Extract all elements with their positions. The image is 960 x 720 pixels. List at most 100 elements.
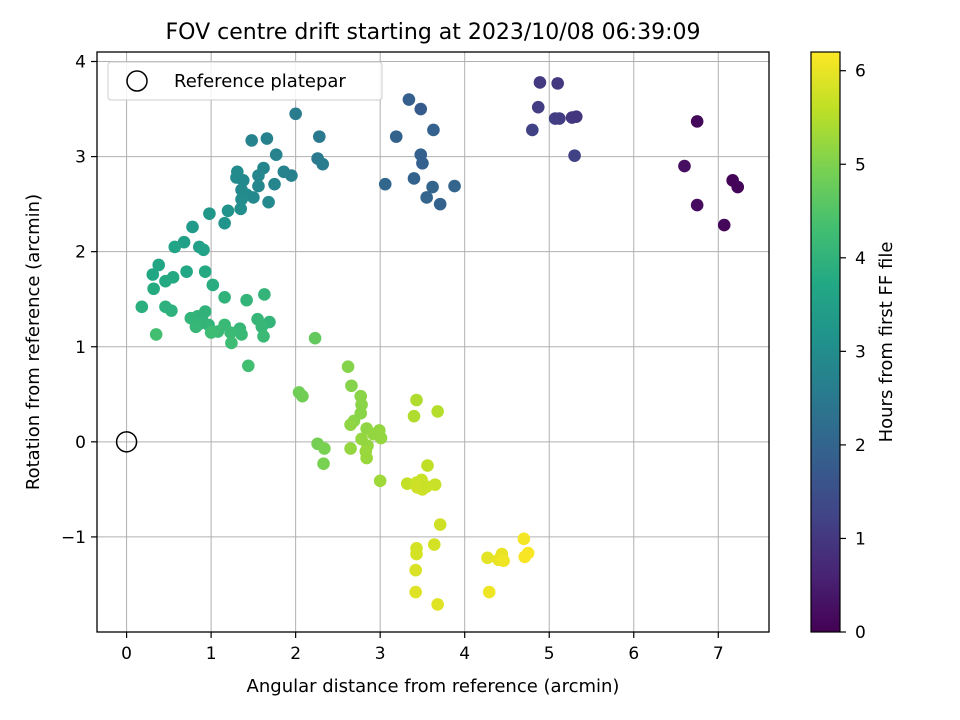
colorbar-tick-label: 1 — [855, 529, 866, 549]
colorbar-ticks: 0 1 2 3 4 5 6 — [840, 62, 866, 643]
data-point — [344, 442, 357, 455]
data-point — [285, 169, 298, 182]
data-point — [189, 320, 203, 334]
data-point — [431, 405, 444, 418]
data-point — [341, 360, 355, 374]
plot-frame — [96, 51, 770, 633]
data-point — [402, 93, 416, 106]
data-point — [428, 478, 442, 491]
data-point — [289, 107, 302, 121]
reference-platepar-marker — [115, 431, 138, 453]
data-point — [260, 132, 274, 145]
data-point — [168, 240, 182, 254]
legend-box — [107, 61, 383, 101]
data-point — [731, 180, 745, 194]
legend: Reference platepar — [107, 61, 383, 101]
data-point — [180, 265, 193, 278]
colorbar-tick-label: 6 — [855, 62, 866, 82]
y-tick-label: 2 — [75, 243, 86, 263]
data-point — [165, 304, 178, 317]
data-point — [218, 291, 231, 304]
data-point — [690, 115, 704, 128]
data-point — [224, 326, 237, 339]
data-point — [206, 278, 220, 292]
data-point — [247, 191, 260, 204]
data-point — [269, 148, 283, 161]
x-tick-label: 6 — [628, 644, 639, 664]
x-tick-label: 7 — [713, 644, 724, 664]
data-point — [553, 112, 566, 125]
x-tick-label: 2 — [290, 644, 301, 664]
data-point — [717, 218, 731, 232]
data-point — [409, 585, 422, 599]
data-point — [533, 76, 547, 89]
data-point — [433, 518, 447, 531]
colorbar-tick-label: 3 — [855, 342, 866, 362]
data-point — [255, 320, 269, 334]
data-point — [221, 204, 235, 218]
data-point — [400, 477, 414, 490]
data-point — [426, 180, 439, 194]
data-point — [225, 336, 238, 350]
data-point — [203, 207, 216, 220]
data-point — [448, 179, 461, 193]
colorbar-label: Hours from first FF file — [876, 242, 897, 443]
data-point — [407, 172, 421, 185]
x-tick-label: 3 — [375, 644, 386, 664]
chart-title: FOV centre drift starting at 2023/10/08 … — [166, 20, 701, 45]
x-tick-label: 0 — [121, 644, 132, 664]
data-point — [427, 538, 441, 551]
data-point — [177, 235, 191, 249]
data-point — [389, 130, 403, 143]
data-point — [420, 191, 433, 204]
data-point — [373, 474, 387, 488]
y-tick-label: 1 — [75, 338, 86, 358]
y-tick-label: 0 — [75, 433, 86, 453]
data-point — [316, 157, 329, 171]
y-axis-label: Rotation from reference (arcmin) — [23, 194, 44, 490]
x-tick-label: 5 — [544, 644, 555, 664]
y-axis-ticks: −1 0 1 2 3 4 — [61, 53, 97, 548]
data-point — [149, 328, 163, 341]
data-point — [410, 547, 423, 561]
data-point — [345, 379, 358, 393]
data-point — [252, 179, 265, 193]
colorbar-tick-label: 2 — [855, 436, 866, 456]
data-point — [427, 123, 440, 137]
data-point — [360, 451, 373, 465]
data-point — [317, 457, 330, 471]
data-point — [313, 130, 326, 143]
x-tick-label: 4 — [459, 644, 470, 664]
data-point — [186, 220, 199, 234]
data-point — [526, 123, 539, 137]
data-point — [240, 293, 253, 307]
data-point — [416, 156, 429, 170]
data-point — [235, 193, 248, 206]
x-axis-label: Angular distance from reference (arcmin) — [247, 676, 620, 697]
data-point — [551, 77, 564, 90]
y-tick-label: 3 — [75, 148, 86, 168]
x-tick-label: 1 — [206, 644, 217, 664]
data-point — [517, 532, 531, 546]
y-tick-label: 4 — [75, 53, 86, 73]
data-point — [198, 265, 212, 278]
data-point — [531, 100, 545, 114]
data-point — [152, 258, 166, 272]
data-point — [268, 177, 281, 191]
data-point — [690, 198, 704, 212]
data-point — [257, 329, 270, 343]
y-tick-label: −1 — [61, 528, 86, 548]
data-point — [407, 409, 421, 423]
data-point — [569, 110, 583, 123]
data-point — [482, 585, 496, 599]
data-point — [252, 169, 265, 182]
data-point — [414, 102, 428, 116]
colorbar-tick-label: 0 — [855, 623, 866, 643]
data-point — [258, 288, 271, 301]
colorbar-tick-label: 5 — [855, 155, 866, 175]
data-point — [235, 328, 248, 341]
data-point — [378, 177, 392, 191]
data-point — [421, 459, 434, 472]
data-point — [146, 268, 160, 281]
